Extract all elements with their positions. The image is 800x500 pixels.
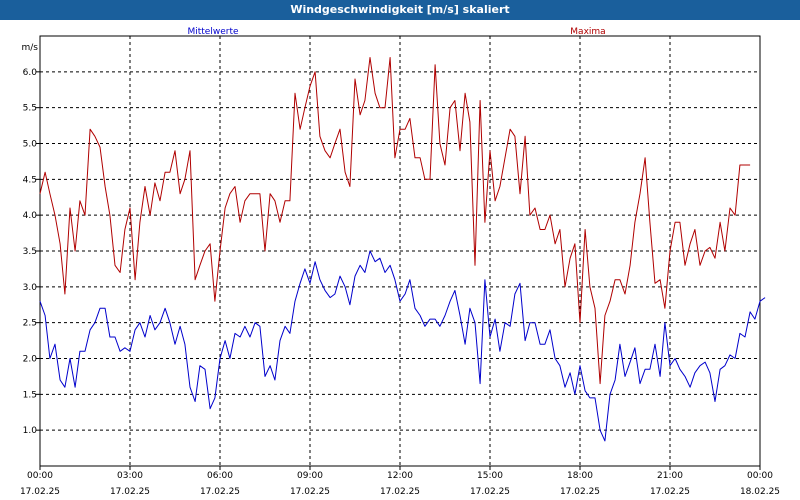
legend-maxima: Maxima [570, 27, 605, 37]
chart-title: Windgeschwindigkeit [m/s] skaliert [0, 0, 800, 20]
x-tick-date: 17.02.25 [200, 487, 240, 497]
y-tick-label: 4.0 [23, 211, 38, 221]
y-tick-label: 1.5 [23, 390, 37, 400]
y-tick-label: 6.0 [23, 68, 38, 78]
y-tick-label: 1.0 [23, 426, 38, 436]
x-tick-time: 15:00 [477, 471, 503, 481]
x-tick-time: 21:00 [657, 471, 683, 481]
y-tick-label: 3.5 [23, 247, 37, 257]
x-tick-time: 09:00 [297, 471, 323, 481]
x-tick-time: 12:00 [387, 471, 413, 481]
x-tick-time: 06:00 [207, 471, 233, 481]
x-tick-date: 17.02.25 [20, 487, 60, 497]
legend-mittelwerte: Mittelwerte [187, 27, 238, 37]
y-tick-label: 5.0 [23, 140, 38, 150]
wind-speed-chart: 1.0 1.5 2.0 2.5 3.0 3.5 4.0 4.5 5.0 5.5 6.0 00:00 1… [0, 20, 800, 500]
x-tick-date: 17.02.25 [380, 487, 420, 497]
x-tick-date: 17.02.25 [470, 487, 510, 497]
x-tick-date: 17.02.25 [650, 487, 690, 497]
x-tick-date: 17.02.25 [110, 487, 150, 497]
x-tick-date: 18.02.25 [740, 487, 780, 497]
x-tick-time: 18:00 [567, 471, 593, 481]
x-tick-date: 17.02.25 [560, 487, 600, 497]
y-tick-label: 3.0 [23, 283, 38, 293]
x-tick-time: 00:00 [27, 471, 53, 481]
series-line-maxima [39, 57, 751, 385]
series-line-mittelwerte [39, 250, 766, 442]
x-tick-time: 00:00 [747, 471, 773, 481]
y-tick-label: 2.0 [23, 355, 38, 365]
y-tick-label: 2.5 [23, 319, 37, 329]
x-tick-time: 03:00 [117, 471, 143, 481]
y-tick-label: 5.5 [23, 104, 37, 114]
x-tick-date: 17.02.25 [290, 487, 330, 497]
y-axis-label: m/s [22, 43, 39, 53]
y-tick-label: 4.5 [23, 175, 37, 185]
